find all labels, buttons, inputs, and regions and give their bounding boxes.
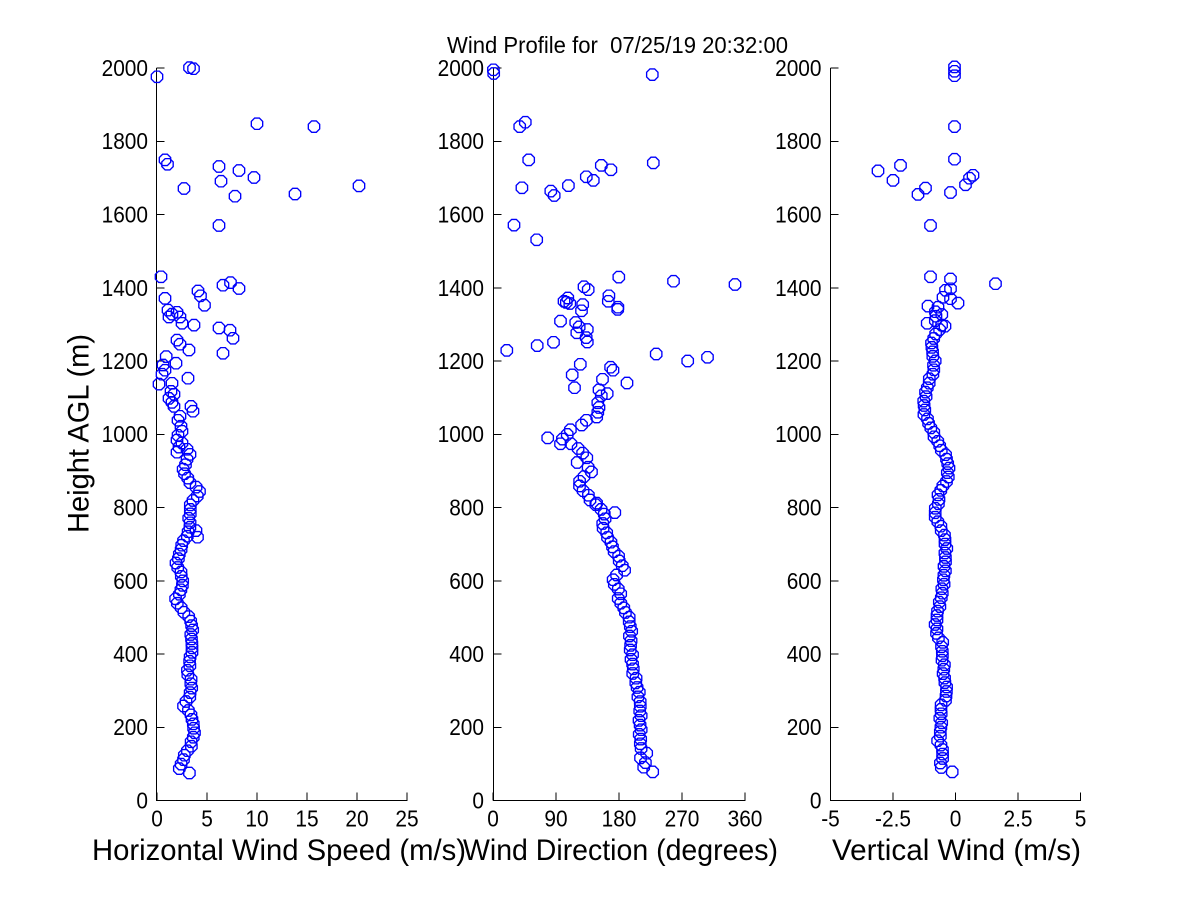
- svg-text:1000: 1000: [438, 421, 484, 447]
- svg-text:Wind Profile for 07/25/19 20:: Wind Profile for 07/25/19 20:32:00: [447, 32, 788, 58]
- svg-text:600: 600: [787, 568, 822, 594]
- svg-text:1600: 1600: [775, 202, 821, 228]
- svg-text:200: 200: [449, 714, 484, 740]
- svg-text:1200: 1200: [102, 348, 148, 374]
- svg-text:25: 25: [395, 806, 418, 832]
- svg-text:180: 180: [602, 806, 637, 832]
- svg-text:0: 0: [487, 806, 499, 832]
- svg-text:200: 200: [787, 714, 822, 740]
- svg-text:1800: 1800: [102, 128, 148, 154]
- svg-text:5: 5: [1075, 806, 1087, 832]
- svg-text:0: 0: [810, 788, 822, 814]
- svg-text:2.5: 2.5: [1004, 806, 1033, 832]
- svg-text:600: 600: [113, 568, 148, 594]
- svg-text:1200: 1200: [438, 348, 484, 374]
- svg-text:360: 360: [728, 806, 763, 832]
- svg-text:Wind Direction (degrees): Wind Direction (degrees): [463, 834, 778, 867]
- svg-text:Horizontal Wind Speed (m/s): Horizontal Wind Speed (m/s): [92, 834, 466, 867]
- svg-text:400: 400: [113, 641, 148, 667]
- svg-text:800: 800: [449, 495, 484, 521]
- svg-text:5: 5: [201, 806, 213, 832]
- svg-text:Vertical Wind (m/s): Vertical Wind (m/s): [832, 834, 1081, 867]
- svg-text:0: 0: [136, 788, 148, 814]
- svg-text:Height AGL (m): Height AGL (m): [63, 334, 96, 533]
- svg-text:800: 800: [113, 495, 148, 521]
- svg-text:1800: 1800: [775, 128, 821, 154]
- svg-text:10: 10: [245, 806, 268, 832]
- svg-text:-5: -5: [821, 806, 840, 832]
- svg-text:0: 0: [950, 806, 962, 832]
- svg-text:400: 400: [449, 641, 484, 667]
- svg-text:2000: 2000: [438, 55, 484, 81]
- svg-text:-2.5: -2.5: [875, 806, 911, 832]
- svg-text:15: 15: [295, 806, 318, 832]
- svg-text:1600: 1600: [438, 202, 484, 228]
- svg-text:1800: 1800: [438, 128, 484, 154]
- svg-text:1000: 1000: [102, 421, 148, 447]
- svg-text:2000: 2000: [102, 55, 148, 81]
- svg-text:0: 0: [151, 806, 163, 832]
- svg-text:1000: 1000: [775, 421, 821, 447]
- svg-text:1400: 1400: [775, 275, 821, 301]
- svg-text:90: 90: [544, 806, 567, 832]
- svg-text:1200: 1200: [775, 348, 821, 374]
- svg-text:200: 200: [113, 714, 148, 740]
- svg-text:1400: 1400: [438, 275, 484, 301]
- svg-text:20: 20: [345, 806, 368, 832]
- svg-text:2000: 2000: [775, 55, 821, 81]
- svg-text:1600: 1600: [102, 202, 148, 228]
- svg-text:1400: 1400: [102, 275, 148, 301]
- svg-text:0: 0: [472, 788, 484, 814]
- svg-text:270: 270: [665, 806, 700, 832]
- svg-text:400: 400: [787, 641, 822, 667]
- svg-text:600: 600: [449, 568, 484, 594]
- svg-text:800: 800: [787, 495, 822, 521]
